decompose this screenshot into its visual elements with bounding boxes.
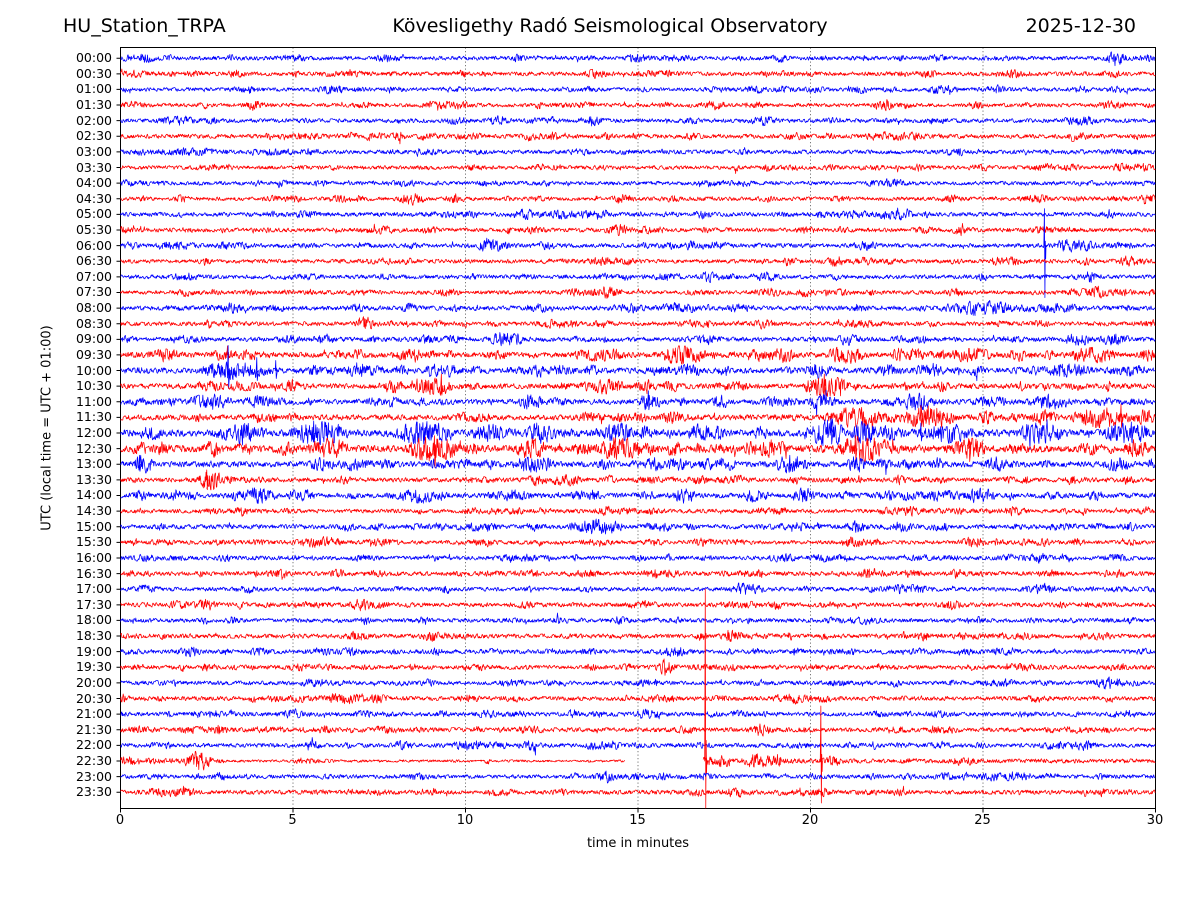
y-tick-label: 23:00 (75, 768, 112, 784)
y-tick-label: 23:30 (75, 784, 112, 800)
y-tick-label: 01:30 (75, 97, 112, 113)
observatory-title: Kövesligethy Radó Seismological Observat… (392, 15, 828, 37)
y-tick-label: 15:30 (75, 534, 112, 550)
y-tick-label: 05:00 (75, 206, 112, 222)
y-tick-label: 06:00 (75, 237, 112, 253)
y-tick-label: 07:00 (75, 268, 112, 284)
x-tick-label: 5 (288, 813, 297, 828)
y-tick-label: 21:30 (75, 721, 112, 737)
y-tick-label: 02:00 (75, 112, 112, 128)
y-tick-label: 06:30 (75, 253, 112, 269)
station-title: HU_Station_TRPA (63, 15, 226, 37)
y-tick-label: 11:00 (75, 393, 112, 409)
y-tick-label: 10:00 (75, 362, 112, 378)
x-tick-label: 30 (1146, 813, 1164, 828)
y-tick-label: 00:30 (75, 65, 112, 81)
y-tick-label: 12:00 (75, 425, 112, 441)
y-tick-label: 17:00 (75, 581, 112, 597)
y-tick-label: 20:00 (75, 674, 112, 690)
y-tick-label: 11:30 (75, 409, 112, 425)
y-tick-label: 22:30 (75, 752, 112, 768)
y-tick-label: 05:30 (75, 221, 112, 237)
y-tick-label: 16:30 (75, 565, 112, 581)
y-tick-label: 21:00 (75, 706, 112, 722)
x-tick-label: 15 (629, 813, 646, 828)
x-tick-label: 0 (115, 813, 125, 828)
date-label: 2025-12-30 (1025, 15, 1136, 37)
y-tick-label: 20:30 (75, 690, 112, 706)
y-tick-label: 19:30 (75, 659, 112, 675)
x-tick-label: 25 (974, 813, 991, 828)
y-tick-label: 08:30 (75, 315, 112, 331)
y-tick-label: 10:30 (75, 378, 112, 394)
y-tick-label: 03:30 (75, 159, 112, 175)
x-tick-label: 20 (801, 813, 819, 828)
y-tick-label: 00:00 (75, 50, 112, 66)
y-tick-label: 01:00 (75, 81, 112, 97)
x-tick-label: 10 (456, 813, 474, 828)
y-tick-label: 07:30 (75, 284, 112, 300)
y-tick-label: 15:00 (75, 518, 112, 534)
y-tick-label: 02:30 (75, 128, 112, 144)
y-tick-label: 13:30 (75, 471, 112, 487)
y-tick-label: 13:00 (75, 456, 112, 472)
y-tick-label: 18:00 (75, 612, 112, 628)
y-tick-label: 14:00 (75, 487, 112, 503)
y-tick-label: 22:00 (75, 737, 112, 753)
y-tick-label: 04:00 (75, 175, 112, 191)
y-tick-label: 19:00 (75, 643, 112, 659)
y-tick-label: 12:30 (75, 440, 112, 456)
y-tick-label: 09:00 (75, 331, 112, 347)
y-tick-label: 09:30 (75, 346, 112, 362)
y-tick-label: 08:00 (75, 300, 112, 316)
y-tick-label: 03:00 (75, 143, 112, 159)
y-tick-label: 04:30 (75, 190, 112, 206)
y-tick-label: 17:30 (75, 596, 112, 612)
y-tick-label: 18:30 (75, 628, 112, 644)
x-axis-title: time in minutes (586, 836, 690, 851)
y-tick-label: 14:30 (75, 503, 112, 519)
y-tick-label: 16:00 (75, 549, 112, 565)
